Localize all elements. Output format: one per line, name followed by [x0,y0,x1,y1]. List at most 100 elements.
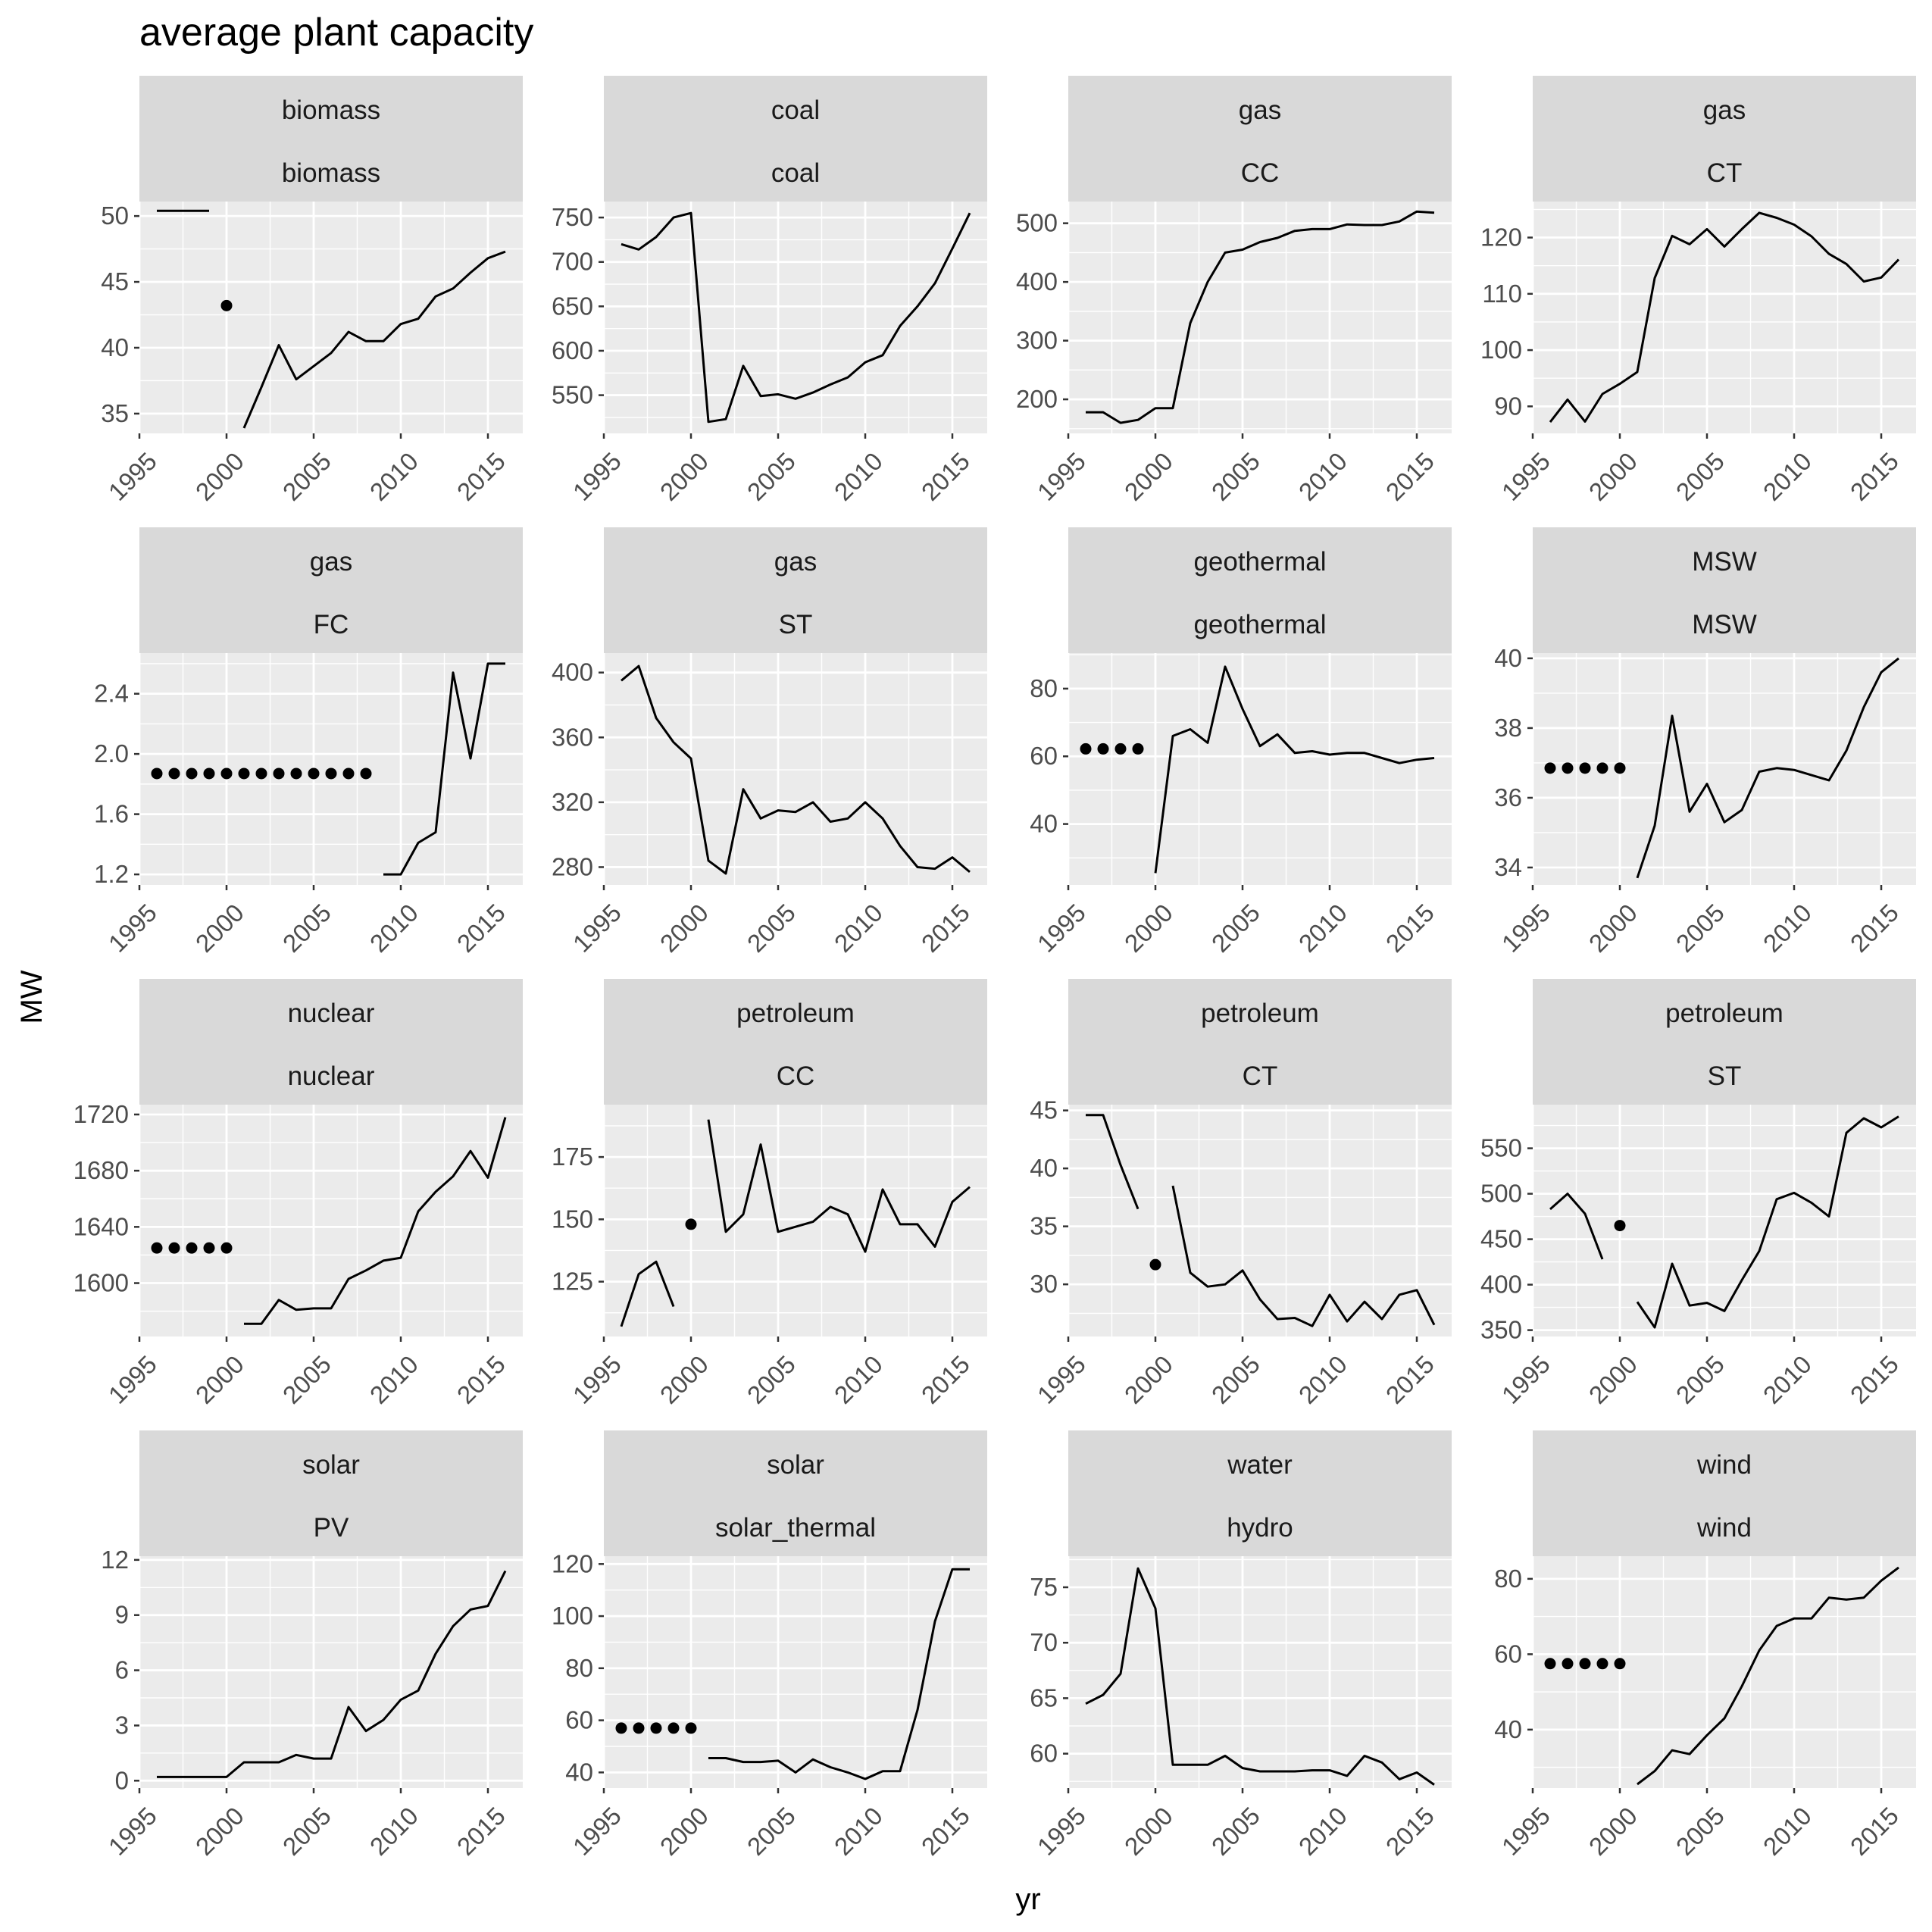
strip-label-top: petroleum [1665,999,1784,1028]
y-tick-label: 60 [1030,1740,1058,1768]
y-tick-label: 120 [1480,224,1522,252]
y-tick-label: 9 [115,1601,129,1629]
strip-background [604,979,987,1105]
x-tick-label: 1995 [1496,899,1555,958]
data-point [220,767,233,780]
y-tick-label: 360 [552,723,593,751]
strip-background [1533,527,1916,653]
strip-label-top: nuclear [288,999,375,1028]
panel-petroleum-ct: petroleum CT 30 35 40 45 1995 2000 2005 2010 2015 [1030,979,1452,1409]
panel-background [139,1556,523,1788]
x-tick-label: 2010 [1293,1350,1352,1409]
data-point [342,767,355,780]
y-tick-label: 2.4 [94,680,129,708]
x-tick-label: 2000 [190,899,249,958]
series-line [242,250,506,429]
series-line [1154,665,1435,874]
x-tick-label: 2015 [1380,1802,1440,1861]
y-tick-label: 120 [552,1549,593,1577]
strip-label-bottom: CC [1241,158,1280,188]
y-tick-label: 1.6 [94,800,129,828]
x-tick-label: 2015 [916,447,975,506]
x-tick-label: 2015 [452,447,511,506]
x-tick-label: 2005 [1206,1350,1265,1409]
x-tick-label: 2010 [829,447,888,506]
x-tick-label: 2000 [1583,447,1643,506]
x-tick-label: 2005 [1206,447,1265,506]
strip-label-bottom: MSW [1692,610,1757,639]
x-tick-label: 2015 [452,1350,511,1409]
data-point [685,1218,697,1230]
x-tick-label: 1995 [1496,1802,1555,1861]
strip-label-bottom: ST [779,610,813,639]
data-point [186,1242,198,1254]
y-tick-label: 40 [101,333,129,361]
panel-background [1068,653,1452,885]
y-tick-label: 100 [1480,336,1522,364]
x-tick-label: 2000 [190,1802,249,1861]
strip-label-bottom: solar_thermal [715,1513,876,1543]
series-line [1636,1115,1899,1329]
panel-background [1533,653,1916,885]
x-tick-label: 1995 [103,447,162,506]
y-tick-label: 40 [1030,810,1058,838]
x-tick-label: 2000 [655,1802,714,1861]
data-point [308,767,320,780]
panel-background [1533,202,1916,433]
strip-background [604,1430,987,1556]
strip-background [139,1430,523,1556]
strip-label-top: geothermal [1193,547,1326,577]
x-tick-label: 1995 [1032,447,1091,506]
strip-background [139,76,523,202]
data-point [1614,1658,1626,1670]
y-tick-label: 1600 [73,1269,129,1297]
y-tick-label: 40 [565,1758,593,1786]
data-point [151,1242,163,1254]
data-point [1114,742,1127,755]
x-tick-label: 2010 [364,1350,424,1409]
y-tick-label: 30 [1030,1270,1058,1298]
y-tick-label: 400 [1016,267,1058,295]
panel-solar-pv: solar PV 0 3 6 9 12 1995 2000 2005 2010 2015 [101,1430,523,1861]
x-tick-label: 2010 [1293,1802,1352,1861]
data-point [1080,742,1092,755]
x-tick-label: 2000 [655,899,714,958]
strip-label-top: MSW [1692,547,1757,577]
y-tick-label: 0 [115,1766,129,1794]
y-tick-label: 500 [1480,1180,1522,1208]
strip-label-bottom: wind [1696,1513,1752,1543]
x-tick-label: 1995 [103,1802,162,1861]
panel-wind-wind: wind wind 40 60 80 1995 2000 2005 2010 2015 [1494,1430,1916,1861]
series-line [244,1117,507,1325]
x-tick-label: 2005 [742,447,801,506]
x-tick-label: 2005 [742,899,801,958]
data-point [325,767,337,780]
strip-label-bottom: ST [1708,1061,1742,1091]
y-tick-label: 60 [1494,1640,1522,1668]
x-tick-label: 2005 [277,447,336,506]
x-tick-label: 2010 [364,447,424,506]
data-point [1596,762,1608,774]
y-tick-label: 40 [1030,1154,1058,1182]
x-tick-label: 2000 [1583,899,1643,958]
strip-label-bottom: biomass [282,158,380,188]
series-line [383,662,505,876]
panel-gas-cc: gas CC 200 300 400 500 1995 2000 2005 2010 2015 [1016,76,1452,506]
y-tick-label: 45 [101,267,129,295]
data-point [615,1722,627,1734]
data-point [1544,1658,1556,1670]
strip-label-bottom: geothermal [1193,610,1326,639]
y-tick-label: 75 [1030,1573,1058,1601]
data-point [220,1242,233,1254]
x-tick-label: 2005 [1671,1802,1730,1861]
strip-label-top: water [1227,1450,1293,1480]
x-tick-label: 2000 [1583,1802,1643,1861]
x-tick-label: 2000 [1119,899,1178,958]
x-tick-label: 2005 [742,1802,801,1861]
y-tick-label: 700 [552,248,593,276]
y-tick-label: 500 [1016,209,1058,237]
strip-label-top: petroleum [736,999,855,1028]
y-tick-label: 2.0 [94,739,129,767]
x-tick-label: 1995 [567,1350,627,1409]
